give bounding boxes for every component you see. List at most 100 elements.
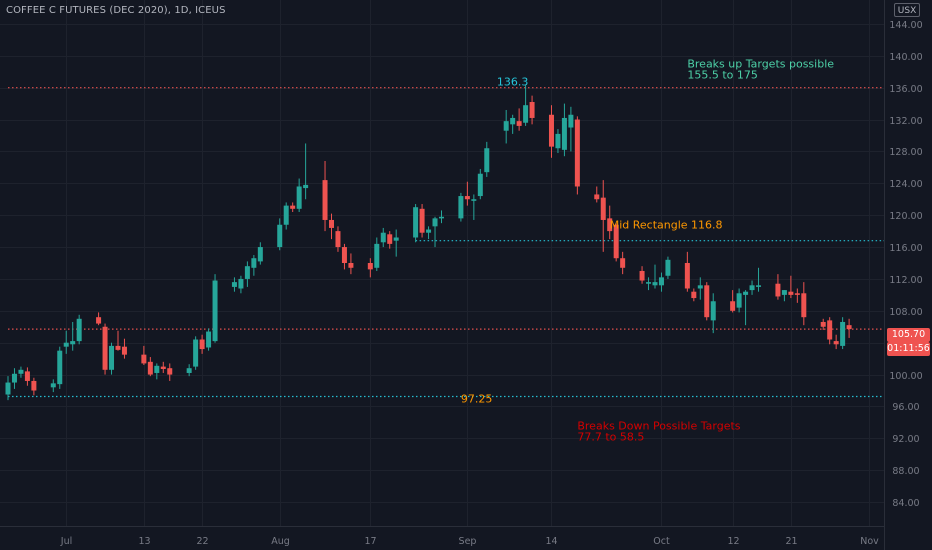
candle-body <box>70 341 75 344</box>
candle-body <box>782 290 787 295</box>
candle-body <box>109 346 114 370</box>
candle-body <box>368 263 373 269</box>
candle-body <box>775 284 780 297</box>
candle-body <box>730 301 735 311</box>
candle-body <box>290 206 295 209</box>
x-tick-label: 17 <box>364 536 376 547</box>
candle-body <box>788 292 793 295</box>
candle-body <box>154 366 159 373</box>
candle-body <box>122 347 127 355</box>
x-tick-label: Nov <box>860 536 879 547</box>
candle-body <box>795 293 800 295</box>
y-tick-label: 120.00 <box>889 211 922 222</box>
candle-body <box>64 343 69 347</box>
candle <box>109 343 114 375</box>
candle-body <box>387 234 392 244</box>
candle-body <box>523 105 528 123</box>
x-tick-label: 12 <box>727 536 739 547</box>
candle-body <box>555 134 560 148</box>
candle-body <box>12 374 17 383</box>
candle-body <box>685 263 690 289</box>
candle-body <box>297 186 302 208</box>
candle-body <box>750 285 755 290</box>
y-tick-label: 88.00 <box>892 466 919 477</box>
candle-body <box>206 332 211 348</box>
candle-body <box>342 247 347 263</box>
candle-body <box>381 233 386 243</box>
candle-body <box>737 293 742 307</box>
candle-body <box>834 341 839 344</box>
candle-body <box>245 266 250 279</box>
candle-body <box>620 258 625 268</box>
candle-body <box>25 371 30 381</box>
candle-body <box>646 282 651 284</box>
candle-body <box>665 260 670 276</box>
candle <box>704 282 709 320</box>
candle-body <box>704 285 709 317</box>
currency-badge[interactable]: USX <box>894 3 920 17</box>
candle-body <box>394 237 399 240</box>
candle-body <box>141 355 146 364</box>
candle <box>103 324 108 375</box>
candle-body <box>568 115 573 128</box>
candle-body <box>161 367 166 369</box>
candle-body <box>258 247 263 261</box>
candle-body <box>711 301 716 320</box>
annotation-text: 97.25 <box>461 392 493 405</box>
candle-body <box>213 281 218 342</box>
x-tick-label: Sep <box>459 536 477 547</box>
candle-body <box>303 185 308 188</box>
candle <box>413 204 418 242</box>
candle <box>213 274 218 343</box>
candle-body <box>465 196 470 199</box>
candle-body <box>284 206 289 225</box>
candle-body <box>821 322 826 327</box>
candle-body <box>847 325 852 329</box>
candle-body <box>827 320 832 339</box>
candle-body <box>743 292 748 295</box>
candle-body <box>484 148 489 172</box>
candle-body <box>251 258 256 268</box>
y-tick-label: 112.00 <box>889 275 922 286</box>
y-tick-label: 92.00 <box>892 434 919 445</box>
y-tick-label: 128.00 <box>889 147 922 158</box>
symbol-title[interactable]: COFFEE C FUTURES (DEC 2020), 1D, ICEUS <box>6 5 226 16</box>
candle-body <box>594 194 599 199</box>
y-tick-label: 108.00 <box>889 307 922 318</box>
y-tick-label: 124.00 <box>889 179 922 190</box>
candle <box>840 317 845 349</box>
y-tick-label: 144.00 <box>889 20 922 31</box>
candle-body <box>115 346 120 350</box>
candle-body <box>549 115 554 147</box>
candle-body <box>374 244 379 268</box>
annotation-text: 77.7 to 58.5 <box>577 431 644 444</box>
y-tick-label: 100.00 <box>889 371 922 382</box>
candle <box>420 204 425 237</box>
candle-body <box>57 351 62 384</box>
candle-body <box>232 282 237 287</box>
candle-body <box>530 102 535 118</box>
y-tick-label: 136.00 <box>889 84 922 95</box>
x-tick-label: 13 <box>138 536 150 547</box>
candle-body <box>238 279 243 289</box>
candle-body <box>517 121 522 126</box>
candle-body <box>420 209 425 233</box>
candle-body <box>329 220 334 228</box>
candle-body <box>840 322 845 346</box>
candle-body <box>426 230 431 233</box>
y-tick-label: 132.00 <box>889 116 922 127</box>
annotation-text: Mid Rectangle 116.8 <box>610 219 723 232</box>
candle-body <box>756 285 761 287</box>
x-tick-label: 22 <box>196 536 208 547</box>
y-tick-label: 84.00 <box>892 498 919 509</box>
candle <box>77 315 82 344</box>
candle-body <box>439 217 444 219</box>
candle-body <box>504 121 509 131</box>
candle-body <box>167 368 172 374</box>
candle-body <box>801 293 806 317</box>
candle <box>665 257 670 279</box>
candle-body <box>148 362 153 375</box>
x-tick-label: 21 <box>785 536 797 547</box>
